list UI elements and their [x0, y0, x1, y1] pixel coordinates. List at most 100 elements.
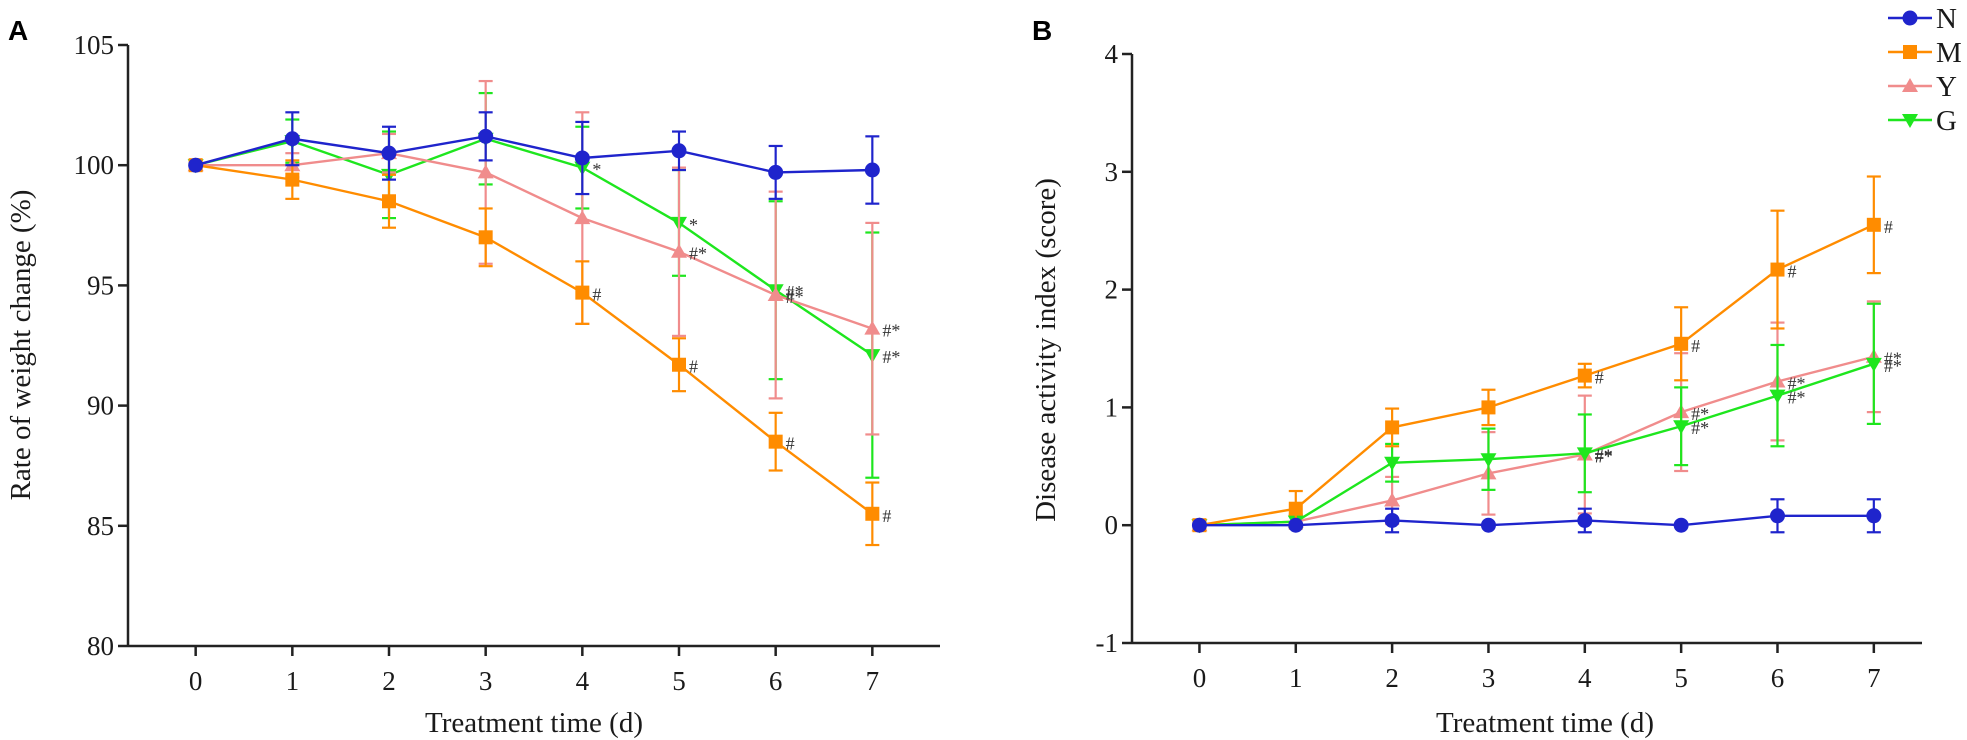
panel-a-annotation-M: #: [786, 434, 795, 454]
panel-a-y-tick-label: 105: [74, 30, 115, 60]
panel-b-point-M: [1577, 368, 1592, 383]
legend-label: Y: [1936, 71, 1957, 103]
panel-a-y-tick-label: 80: [87, 631, 114, 661]
panel-a-point-N: [671, 143, 687, 159]
legend-marker: [1903, 45, 1917, 59]
legend-label: M: [1936, 37, 1962, 69]
panel-a-x-title: Treatment time (d): [425, 707, 643, 739]
panel-b-letter: B: [1032, 15, 1052, 46]
panel-b-point-G: [1576, 447, 1593, 462]
panel-a-line-N: [195, 135, 873, 174]
panel-a-x-tick-label: 3: [479, 666, 493, 696]
panel-a-y-title: Rate of weight change (%): [5, 190, 37, 501]
panel-a-x-ticks: 0 1 2 3 4 5 6 7: [189, 646, 879, 696]
panel-a-x-tick-label: 0: [189, 666, 203, 696]
panel-a-line-G: [195, 137, 874, 357]
panel-a-line-Y: [195, 151, 873, 330]
panel-a-y-tick-label: 90: [87, 391, 114, 421]
panel-b-x-tick-label: 2: [1385, 663, 1399, 693]
panel-b-y-tick-label: 4: [1105, 39, 1119, 69]
panel-b-point-G: [1480, 453, 1497, 468]
panel-a-y-ticks: 80 85 90 95 100 105: [74, 30, 128, 661]
panel-b-series: #*#*#*#*#*#*#*#*####: [1191, 175, 1902, 534]
panel-b-line-G: [1199, 362, 1875, 527]
panel-b-line-M: [1199, 223, 1875, 527]
panel-a-x-tick-label: 1: [286, 666, 300, 696]
panel-a-series-G: **#*#*: [187, 91, 900, 479]
panel-b-annotation-G: #*: [1595, 445, 1613, 465]
panel-a-annotation-M: #: [882, 506, 891, 526]
panel-b-y-tick-label: 1: [1105, 392, 1119, 422]
panel-b-series-M: # # # #: [1192, 175, 1893, 533]
panel-a-annotation-M: #: [689, 357, 698, 377]
legend-marker: [1902, 78, 1918, 92]
panel-b-point-M: [1770, 262, 1785, 277]
panel-b-line-N: [1199, 514, 1874, 527]
panel-b-x-tick-label: 1: [1289, 663, 1303, 693]
legend-marker: [1902, 10, 1918, 26]
panel-a-point-N: [381, 145, 397, 161]
panel-a-point-Y: [864, 320, 881, 335]
panel-b-y-tick-label: -1: [1096, 628, 1119, 658]
panel-b-point-N: [1288, 517, 1304, 533]
panel-a-point-N: [864, 162, 880, 178]
panel-b-point-G: [1769, 389, 1786, 404]
panel-a-point-N: [284, 131, 300, 147]
legend-item-G: G: [1888, 105, 1957, 137]
panel-b-line-Y: [1199, 355, 1875, 527]
panel-b-x-tick-label: 0: [1193, 663, 1207, 693]
panel-b-point-G: [1673, 420, 1690, 435]
panel-a-annotation-G: #*: [786, 282, 804, 302]
legend-item-M: M: [1888, 37, 1962, 69]
panel-b-point-N: [1769, 508, 1785, 524]
panel-b-point-N: [1673, 517, 1689, 533]
panel-b-annotation-Y: #*: [1595, 447, 1613, 467]
panel-b-point-N: [1577, 512, 1593, 528]
panel-b-x-tick-label: 6: [1771, 663, 1785, 693]
panel-b-point-M: [1866, 217, 1881, 232]
panel-a-x-tick-label: 7: [866, 666, 880, 696]
panel-a-annotation-Y: #*: [786, 287, 804, 307]
panel-a-x-tick-label: 4: [576, 666, 590, 696]
panel-b-x-title: Treatment time (d): [1436, 707, 1654, 739]
panel-b-y-tick-label: 3: [1105, 157, 1119, 187]
panel-a-x-tick-label: 2: [382, 666, 396, 696]
panel-b-point-M: [1288, 501, 1303, 516]
panel-a-letter: A: [8, 15, 28, 46]
panel-b-point-Y: [1384, 492, 1401, 507]
panel-b-annotation-M: #: [1691, 336, 1700, 356]
panel-b-x-tick-label: 4: [1578, 663, 1592, 693]
panel-a-annotation-G: *: [689, 215, 698, 235]
panel-b-series-G: #*#*#*#*: [1191, 302, 1902, 534]
panel-a-point-Y: [767, 287, 784, 302]
panel-a-point-M: [865, 506, 880, 521]
panel-b-annotation-M: #: [1884, 217, 1893, 237]
panel-a-x-tick-label: 6: [769, 666, 783, 696]
panel-b-point-M: [1481, 400, 1496, 415]
legend-item-Y: Y: [1888, 71, 1957, 103]
panel-a-y-tick-label: 85: [87, 511, 114, 541]
panel-a-point-N: [188, 157, 204, 173]
panel-b-point-G: [1384, 456, 1401, 471]
panel-a-point-N: [478, 128, 494, 144]
panel-a-series-M: # # # #: [188, 158, 891, 547]
panel-a-annotation-M: #: [592, 285, 601, 305]
panel-a-annotation-Y: #*: [882, 321, 900, 341]
panel-b-point-N: [1866, 508, 1882, 524]
legend-item-N: N: [1888, 3, 1957, 35]
panel-b-x-ticks: 0 1 2 3 4 5 6 7: [1193, 643, 1881, 693]
panel-b-point-M: [1674, 336, 1689, 351]
panel-b-x-tick-label: 7: [1867, 663, 1881, 693]
panel-a-annotation-G: #*: [882, 347, 900, 367]
legend-label: N: [1936, 3, 1957, 35]
panel-a-point-M: [575, 285, 590, 300]
panel-a-series: **#*#*#*#*#*####: [187, 79, 900, 547]
panel-b-y-title: Disease activity index (score): [1030, 178, 1062, 522]
panel-b-point-M: [1385, 420, 1400, 435]
panel-a-y-tick-label: 95: [87, 270, 114, 300]
panel-b-annotation-G: #*: [1691, 418, 1709, 438]
